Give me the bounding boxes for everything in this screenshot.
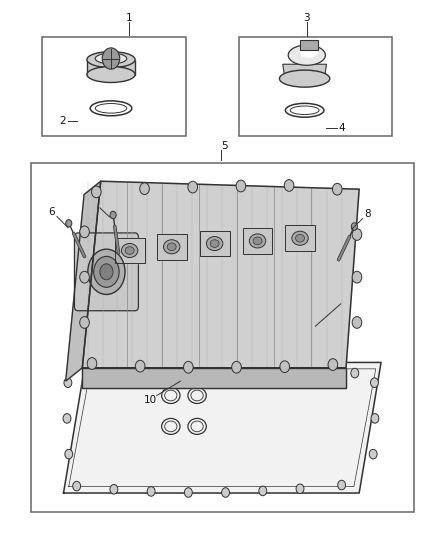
- FancyBboxPatch shape: [74, 233, 138, 311]
- Circle shape: [66, 220, 72, 227]
- Circle shape: [369, 449, 377, 459]
- Ellipse shape: [288, 45, 325, 65]
- Polygon shape: [82, 368, 346, 388]
- Circle shape: [351, 223, 357, 230]
- Ellipse shape: [100, 264, 113, 280]
- Circle shape: [276, 361, 284, 371]
- Circle shape: [80, 226, 89, 238]
- Circle shape: [147, 487, 155, 496]
- Circle shape: [202, 360, 210, 369]
- Ellipse shape: [296, 235, 304, 242]
- Polygon shape: [283, 64, 326, 78]
- Polygon shape: [243, 228, 272, 254]
- Circle shape: [236, 180, 246, 192]
- Circle shape: [332, 183, 342, 195]
- Circle shape: [80, 317, 89, 328]
- Circle shape: [135, 360, 145, 372]
- Circle shape: [351, 368, 359, 378]
- Circle shape: [73, 481, 81, 491]
- Circle shape: [352, 271, 362, 283]
- Polygon shape: [301, 45, 318, 57]
- Circle shape: [80, 271, 89, 283]
- Circle shape: [65, 449, 73, 459]
- Ellipse shape: [125, 247, 134, 254]
- Polygon shape: [82, 181, 359, 368]
- Circle shape: [92, 186, 101, 198]
- Text: 8: 8: [364, 209, 371, 219]
- Circle shape: [127, 360, 135, 370]
- Polygon shape: [66, 181, 101, 381]
- Circle shape: [338, 480, 346, 490]
- Circle shape: [110, 211, 116, 219]
- Circle shape: [259, 486, 267, 496]
- Ellipse shape: [210, 240, 219, 247]
- Text: 1: 1: [126, 13, 133, 22]
- Circle shape: [352, 317, 362, 328]
- Circle shape: [87, 358, 97, 369]
- Ellipse shape: [253, 237, 262, 245]
- Text: 6: 6: [48, 207, 55, 216]
- Circle shape: [188, 181, 198, 193]
- Text: 2: 2: [59, 116, 66, 126]
- Circle shape: [102, 48, 120, 69]
- Bar: [239, 37, 392, 136]
- Ellipse shape: [121, 244, 138, 257]
- Ellipse shape: [87, 67, 135, 83]
- Circle shape: [314, 364, 321, 374]
- Circle shape: [239, 360, 247, 370]
- Text: 5: 5: [221, 141, 228, 151]
- Circle shape: [280, 361, 290, 373]
- Polygon shape: [87, 60, 135, 75]
- Circle shape: [352, 229, 362, 240]
- Circle shape: [232, 361, 241, 373]
- Circle shape: [184, 361, 193, 373]
- Circle shape: [63, 414, 71, 423]
- Ellipse shape: [292, 231, 308, 245]
- Ellipse shape: [167, 243, 176, 251]
- Bar: [42, 37, 186, 136]
- Ellipse shape: [94, 256, 119, 287]
- Text: 9: 9: [343, 295, 350, 304]
- Text: 3: 3: [303, 13, 310, 22]
- Circle shape: [222, 488, 230, 497]
- Bar: [300, 40, 318, 50]
- Ellipse shape: [87, 52, 135, 68]
- Circle shape: [371, 378, 378, 387]
- Circle shape: [284, 180, 294, 191]
- Circle shape: [110, 484, 118, 494]
- Ellipse shape: [88, 249, 125, 294]
- Circle shape: [140, 183, 149, 195]
- Ellipse shape: [206, 237, 223, 251]
- Text: 7: 7: [92, 198, 99, 208]
- Circle shape: [165, 360, 173, 369]
- Bar: [31, 163, 414, 512]
- Circle shape: [328, 359, 338, 370]
- Ellipse shape: [249, 234, 266, 248]
- Polygon shape: [285, 225, 315, 251]
- Circle shape: [64, 378, 72, 387]
- Ellipse shape: [300, 46, 318, 58]
- Text: 10: 10: [144, 395, 157, 405]
- Ellipse shape: [95, 53, 127, 64]
- Polygon shape: [64, 362, 381, 493]
- Circle shape: [371, 414, 379, 423]
- Polygon shape: [200, 231, 230, 256]
- Circle shape: [184, 488, 192, 497]
- Polygon shape: [115, 238, 145, 263]
- Circle shape: [296, 484, 304, 494]
- Ellipse shape: [163, 240, 180, 254]
- Circle shape: [90, 363, 98, 373]
- Ellipse shape: [279, 70, 330, 87]
- Polygon shape: [157, 234, 187, 260]
- Text: 4: 4: [338, 123, 345, 133]
